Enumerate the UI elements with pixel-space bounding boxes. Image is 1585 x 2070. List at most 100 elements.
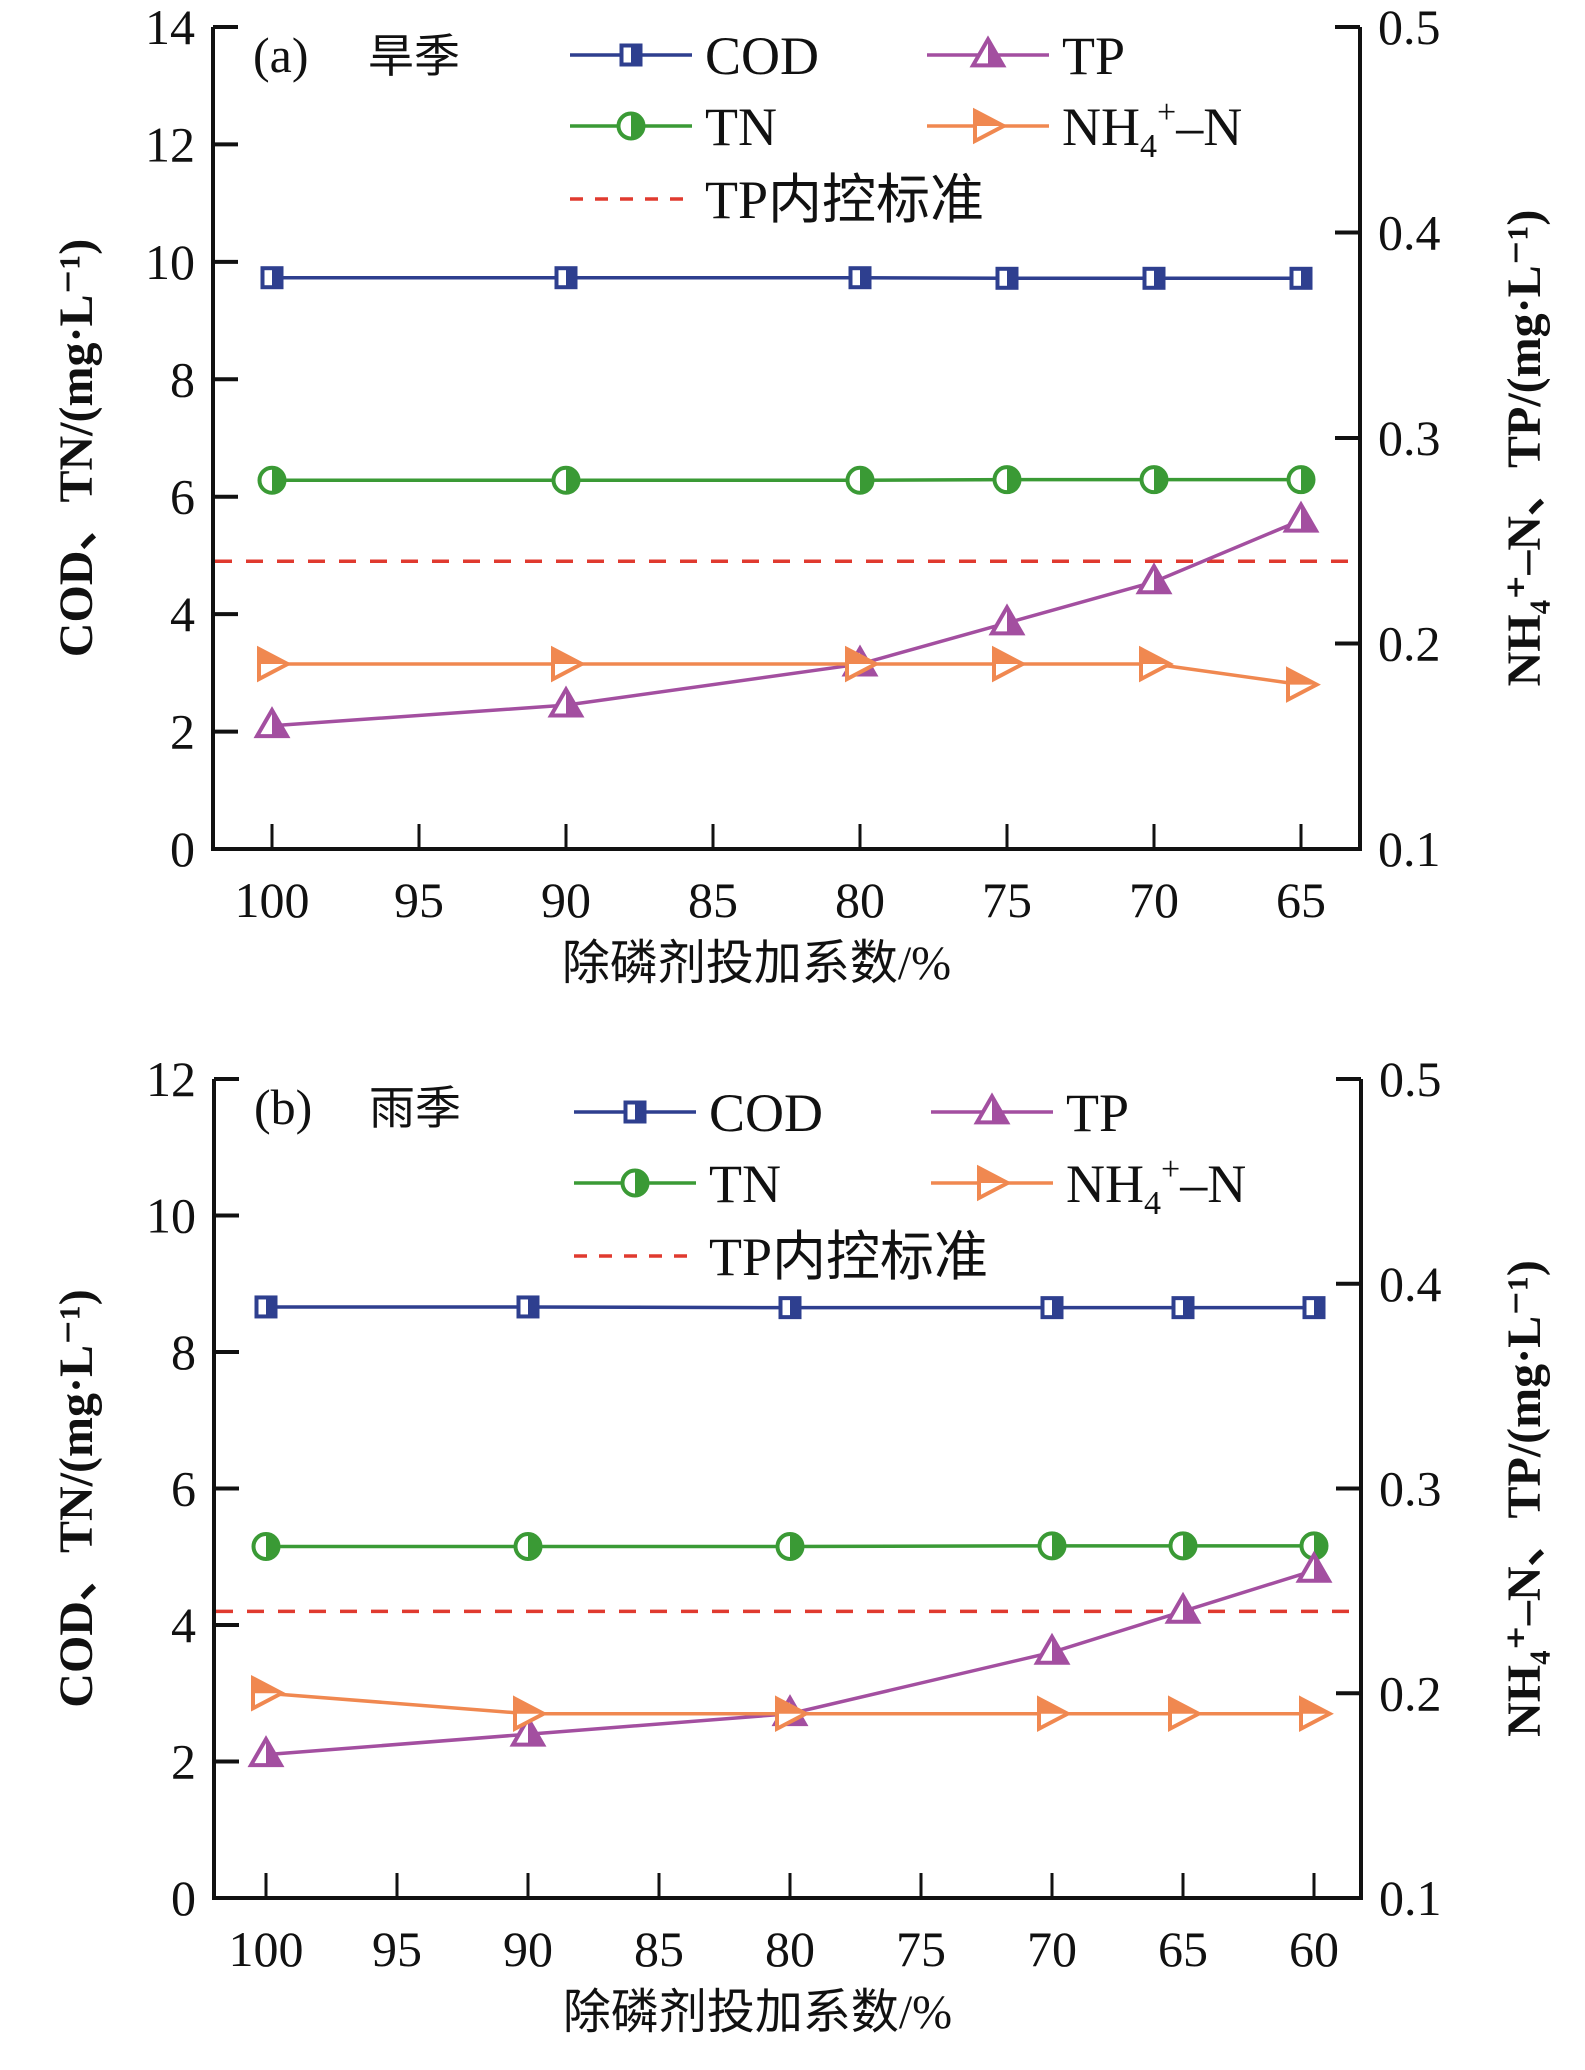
data-point-nh4-n	[251, 1674, 286, 1712]
data-point-nh4-n	[992, 645, 1027, 683]
series-line-nh4-n	[265, 1691, 1314, 1716]
legend: COD TP TN NH4+–N TP内控标准	[574, 1083, 1246, 1287]
legend-item-tp: TP	[931, 1083, 1129, 1143]
panel-title: 雨季	[369, 1083, 461, 1134]
y-axis-label-right: NH₄⁺–N、TP/(mg·L⁻¹)	[1498, 210, 1551, 687]
x-tick-label: 75	[896, 1921, 946, 1977]
series-line-nh4-n	[272, 662, 1302, 687]
data-point-nh4-n	[257, 645, 292, 683]
data-point-tp	[247, 1735, 285, 1768]
legend-item-tp-standard: TP内控标准	[574, 1227, 988, 1287]
legend-label: TP内控标准	[709, 1227, 988, 1287]
data-point-nh4-n	[1168, 1695, 1203, 1733]
y-tick-label-right: 0.5	[1378, 0, 1441, 55]
data-point-nh4-n	[1299, 1695, 1334, 1733]
data-point-tp	[509, 1714, 547, 1747]
legend: COD TP TN NH4+–N TP内控标准	[570, 26, 1242, 230]
data-point-cod	[1289, 266, 1313, 290]
panel-a-chart: 0 2 4 6 8 10 12 14 0.1 0.2 0.3 0.4 0.5 100 95 90 85 80 75 7…	[50, 0, 1551, 990]
y-tick-label-left: 8	[171, 1324, 196, 1380]
legend-label: TP内控标准	[705, 170, 984, 230]
data-point-nh4-n	[1037, 1695, 1072, 1733]
panel-tag: (b)	[254, 1079, 312, 1135]
data-point-tn	[775, 1532, 805, 1562]
data-point-cod	[1142, 266, 1166, 290]
data-point-cod	[848, 266, 872, 290]
data-point-tn	[845, 465, 875, 495]
data-point-cod	[1171, 1296, 1195, 1320]
data-point-tn	[1168, 1531, 1198, 1561]
y-tick-label-right: 0.2	[1378, 616, 1441, 672]
legend-marker-icon	[623, 1100, 647, 1124]
legend-marker-icon	[973, 1092, 1011, 1125]
data-point-tn	[1037, 1531, 1067, 1561]
x-tick-label: 80	[835, 872, 885, 928]
legend-item-tp: TP	[927, 26, 1125, 86]
data-point-tn	[257, 465, 287, 495]
series-line-tn	[266, 1544, 1314, 1549]
x-tick-label: 75	[982, 872, 1032, 928]
x-tick-label: 100	[235, 872, 310, 928]
y-axis-label-left: COD、TN/(mg·L⁻¹)	[50, 1289, 103, 1707]
data-point-tp	[1033, 1632, 1071, 1665]
data-point-cod	[554, 266, 578, 290]
x-tick-label: 70	[1027, 1921, 1077, 1977]
y-tick-label-left: 4	[170, 586, 195, 642]
x-tick-label: 90	[541, 872, 591, 928]
data-point-tp	[253, 706, 291, 739]
x-tick-label: 65	[1158, 1921, 1208, 1977]
data-point-tp	[1164, 1591, 1202, 1624]
data-point-tp	[1282, 500, 1320, 533]
legend-label: TN	[705, 97, 777, 157]
y-tick-label-left: 2	[171, 1734, 196, 1790]
legend-label: TP	[1066, 1083, 1129, 1143]
legend-label: TN	[709, 1154, 781, 1214]
data-point-nh4-n	[845, 645, 880, 683]
data-point-tp	[547, 685, 585, 718]
data-point-nh4-n	[513, 1695, 548, 1733]
y-axis-label-left: COD、TN/(mg·L⁻¹)	[50, 239, 103, 657]
x-tick-label: 80	[765, 1921, 815, 1977]
x-tick-label: 85	[688, 872, 738, 928]
x-tick-label: 90	[503, 1921, 553, 1977]
y-tick-label-right: 0.4	[1378, 205, 1441, 261]
legend-item-tp-standard: TP内控标准	[570, 170, 984, 230]
data-point-tn	[1139, 465, 1169, 495]
y-tick-label-right: 0.3	[1379, 1461, 1442, 1517]
data-point-nh4-n	[775, 1695, 810, 1733]
legend-marker-icon	[616, 111, 646, 141]
y-tick-label-left: 10	[145, 234, 195, 290]
y-tick-label-left: 0	[171, 1870, 196, 1926]
y-tick-label-left: 14	[145, 0, 195, 55]
y-tick-label-left: 10	[146, 1188, 196, 1244]
legend-item-tn: TN	[570, 97, 777, 157]
x-axis-label: 除磷剂投加系数/%	[562, 937, 951, 990]
data-point-nh4-n	[551, 645, 586, 683]
data-point-tp	[1135, 562, 1173, 595]
y-tick-label-left: 6	[170, 469, 195, 525]
legend-label: COD	[709, 1083, 823, 1143]
y-tick-label-left: 8	[170, 351, 195, 407]
legend-item-nh4-n: NH4+–N	[931, 1151, 1246, 1222]
data-point-tn	[513, 1532, 543, 1562]
legend-item-cod: COD	[570, 26, 819, 86]
x-tick-label: 95	[394, 872, 444, 928]
legend-item-nh4-n: NH4+–N	[927, 94, 1242, 165]
y-tick-label-right: 0.3	[1378, 410, 1441, 466]
series-line-tp	[265, 1568, 1315, 1757]
y-axis-label-right: NH₄⁺–N、TP/(mg·L⁻¹)	[1498, 1260, 1551, 1737]
y-tick-label-left: 6	[171, 1461, 196, 1517]
data-point-nh4-n	[1139, 645, 1174, 683]
legend-marker-icon	[977, 1164, 1012, 1202]
x-axis-label: 除磷剂投加系数/%	[563, 1986, 952, 2039]
legend-label: NH4+–N	[1066, 1151, 1246, 1222]
panel-title: 旱季	[368, 31, 460, 82]
legend-item-tn: TN	[574, 1154, 781, 1214]
legend-label: TP	[1062, 26, 1125, 86]
data-point-tn	[251, 1532, 281, 1562]
legend-marker-icon	[973, 107, 1008, 145]
data-point-tn	[1286, 465, 1316, 495]
data-point-cod	[516, 1295, 540, 1319]
data-point-cod	[995, 266, 1019, 290]
y-tick-label-left: 12	[145, 116, 195, 172]
